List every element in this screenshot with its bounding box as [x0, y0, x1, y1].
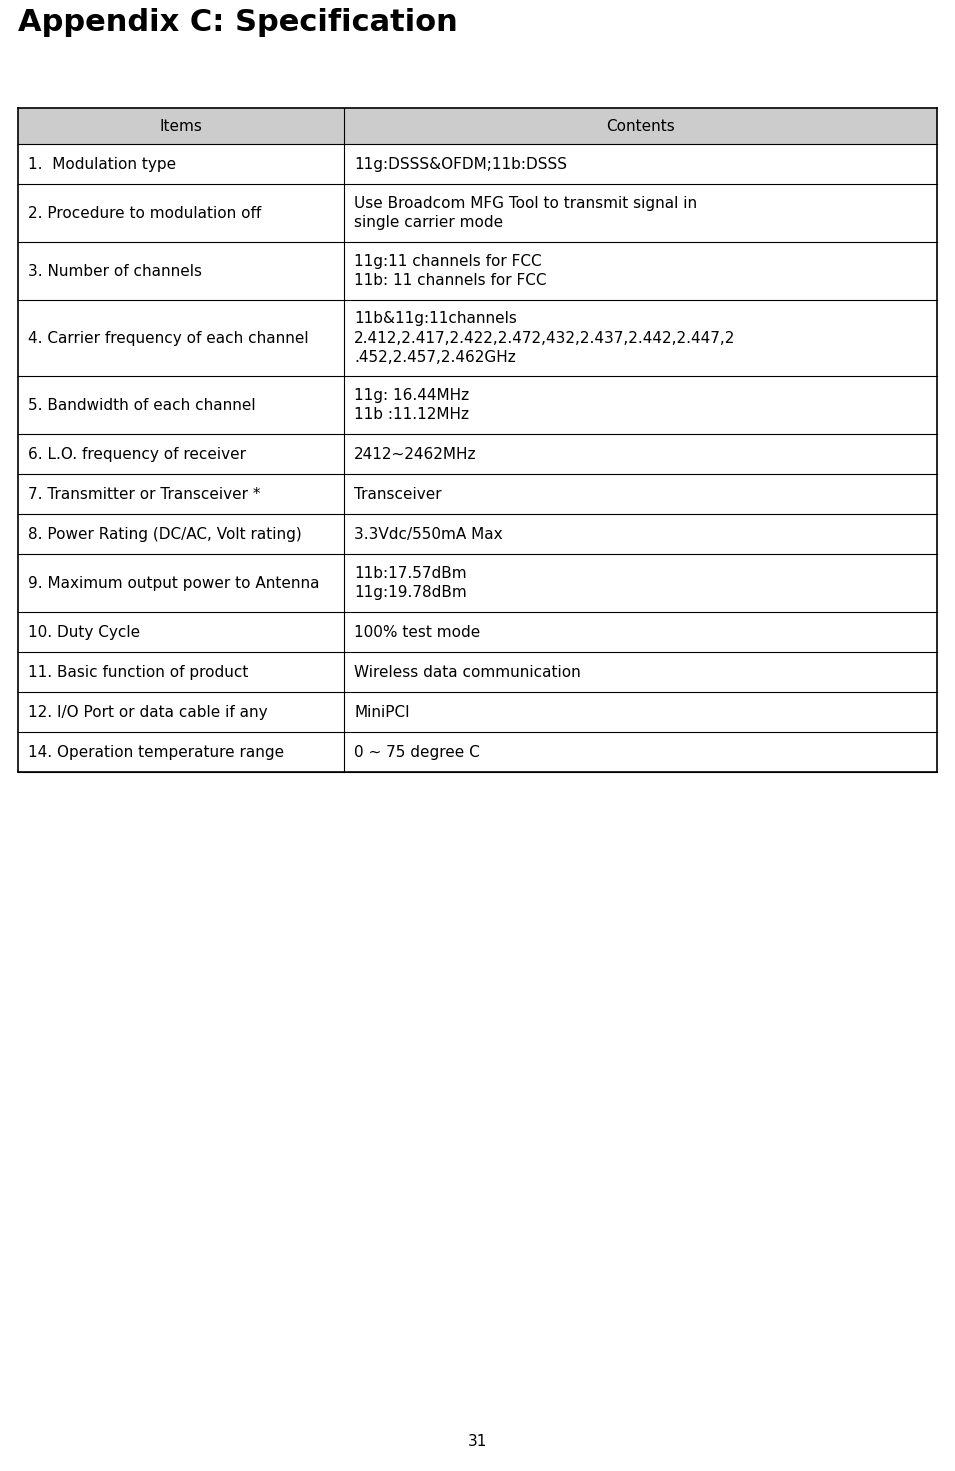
Text: Contents: Contents	[606, 119, 675, 134]
Text: 3.3Vdc/550mA Max: 3.3Vdc/550mA Max	[354, 527, 503, 541]
Text: 5. Bandwidth of each channel: 5. Bandwidth of each channel	[28, 397, 256, 412]
Text: 0 ~ 75 degree C: 0 ~ 75 degree C	[354, 744, 480, 759]
Text: 2. Procedure to modulation off: 2. Procedure to modulation off	[28, 206, 262, 221]
Text: 11b:17.57dBm
11g:19.78dBm: 11b:17.57dBm 11g:19.78dBm	[354, 566, 467, 600]
Text: 6. L.O. frequency of receiver: 6. L.O. frequency of receiver	[28, 447, 246, 462]
Bar	[18, 513, 937, 555]
Text: 14. Operation temperature range: 14. Operation temperature range	[28, 744, 285, 759]
Text: Wireless data communication: Wireless data communication	[354, 665, 581, 680]
Bar	[18, 144, 937, 184]
Text: 7. Transmitter or Transceiver *: 7. Transmitter or Transceiver *	[28, 487, 261, 502]
Text: Transceiver: Transceiver	[354, 487, 442, 502]
Bar	[18, 243, 937, 300]
Bar	[18, 377, 937, 434]
Text: 11b&11g:11channels
2.412,2.417,2.422,2.472,432,2.437,2.442,2.447,2
.452,2.457,2.: 11b&11g:11channels 2.412,2.417,2.422,2.4…	[354, 312, 735, 365]
Bar	[18, 474, 937, 513]
Text: 1.  Modulation type: 1. Modulation type	[28, 156, 176, 172]
Text: 100% test mode: 100% test mode	[354, 625, 480, 640]
Text: 10. Duty Cycle: 10. Duty Cycle	[28, 625, 140, 640]
Text: Use Broadcom MFG Tool to transmit signal in
single carrier mode: Use Broadcom MFG Tool to transmit signal…	[354, 196, 697, 229]
Text: 12. I/O Port or data cable if any: 12. I/O Port or data cable if any	[28, 705, 267, 719]
Text: 31: 31	[468, 1434, 487, 1449]
Bar	[18, 184, 937, 243]
Text: MiniPCI: MiniPCI	[354, 705, 410, 719]
Text: 11. Basic function of product: 11. Basic function of product	[28, 665, 248, 680]
Bar	[18, 691, 937, 733]
Text: 9. Maximum output power to Antenna: 9. Maximum output power to Antenna	[28, 575, 320, 590]
Bar	[18, 733, 937, 772]
Text: 8. Power Rating (DC/AC, Volt rating): 8. Power Rating (DC/AC, Volt rating)	[28, 527, 302, 541]
Bar	[18, 300, 937, 377]
Text: 11g:DSSS&OFDM;11b:DSSS: 11g:DSSS&OFDM;11b:DSSS	[354, 156, 567, 172]
Bar	[18, 555, 937, 612]
Text: Appendix C: Specification: Appendix C: Specification	[18, 7, 457, 37]
Bar	[18, 434, 937, 474]
Text: 11g:11 channels for FCC
11b: 11 channels for FCC: 11g:11 channels for FCC 11b: 11 channels…	[354, 254, 547, 288]
Text: 11g: 16.44MHz
11b :11.12MHz: 11g: 16.44MHz 11b :11.12MHz	[354, 388, 469, 422]
Bar	[18, 612, 937, 652]
Bar	[18, 652, 937, 691]
Text: 4. Carrier frequency of each channel: 4. Carrier frequency of each channel	[28, 331, 308, 346]
Text: 2412~2462MHz: 2412~2462MHz	[354, 447, 477, 462]
Text: Items: Items	[159, 119, 202, 134]
Bar	[18, 107, 937, 144]
Text: 3. Number of channels: 3. Number of channels	[28, 263, 202, 278]
